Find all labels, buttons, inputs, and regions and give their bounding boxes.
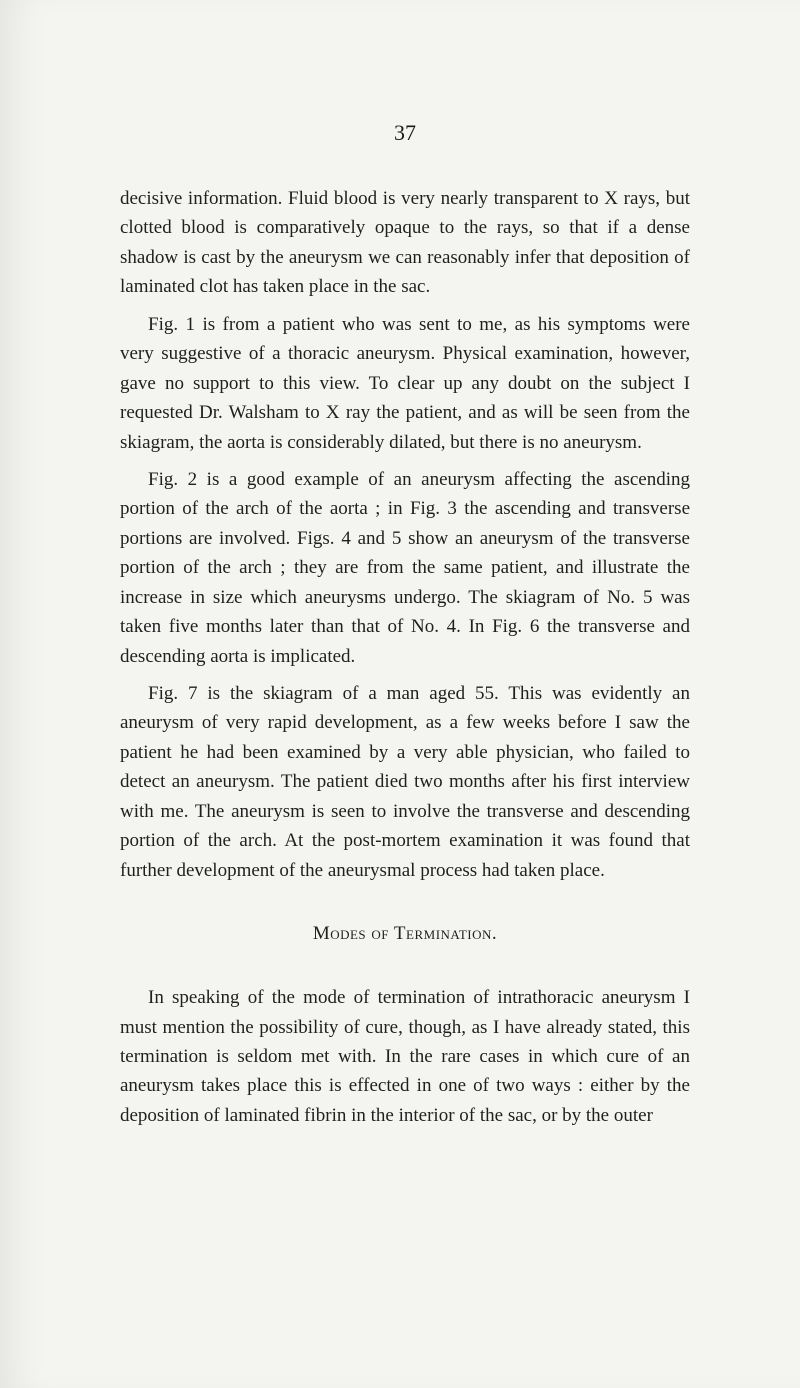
paragraph: Fig. 7 is the skiagram of a man aged 55.… [120, 679, 690, 885]
paragraph: Fig. 1 is from a patient who was sent to… [120, 310, 690, 457]
paragraph: In speaking of the mode of termination o… [120, 983, 690, 1130]
paragraph: Fig. 2 is a good example of an aneurysm … [120, 465, 690, 671]
page-number: 37 [120, 120, 690, 146]
paragraph: decisive information. Fluid blood is ver… [120, 184, 690, 302]
document-page: 37 decisive information. Fluid blood is … [0, 0, 800, 1388]
section-heading: Modes of Termination. [120, 923, 690, 945]
